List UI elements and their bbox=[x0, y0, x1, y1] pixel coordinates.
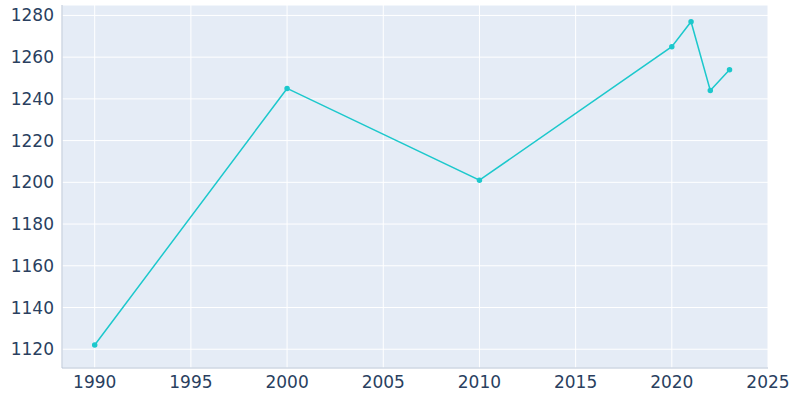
svg-text:2005: 2005 bbox=[362, 372, 405, 392]
svg-text:1220: 1220 bbox=[11, 131, 54, 151]
svg-text:1140: 1140 bbox=[11, 298, 54, 318]
svg-text:1200: 1200 bbox=[11, 172, 54, 192]
svg-text:2010: 2010 bbox=[458, 372, 501, 392]
svg-text:1160: 1160 bbox=[11, 256, 54, 276]
svg-text:1280: 1280 bbox=[11, 5, 54, 25]
svg-text:1240: 1240 bbox=[11, 89, 54, 109]
svg-text:2000: 2000 bbox=[265, 372, 308, 392]
svg-text:2025: 2025 bbox=[746, 372, 789, 392]
svg-text:1260: 1260 bbox=[11, 47, 54, 67]
svg-text:2020: 2020 bbox=[650, 372, 693, 392]
svg-text:1990: 1990 bbox=[73, 372, 116, 392]
svg-text:1120: 1120 bbox=[11, 339, 54, 359]
svg-text:2015: 2015 bbox=[554, 372, 597, 392]
svg-text:1995: 1995 bbox=[169, 372, 212, 392]
svg-text:1180: 1180 bbox=[11, 214, 54, 234]
